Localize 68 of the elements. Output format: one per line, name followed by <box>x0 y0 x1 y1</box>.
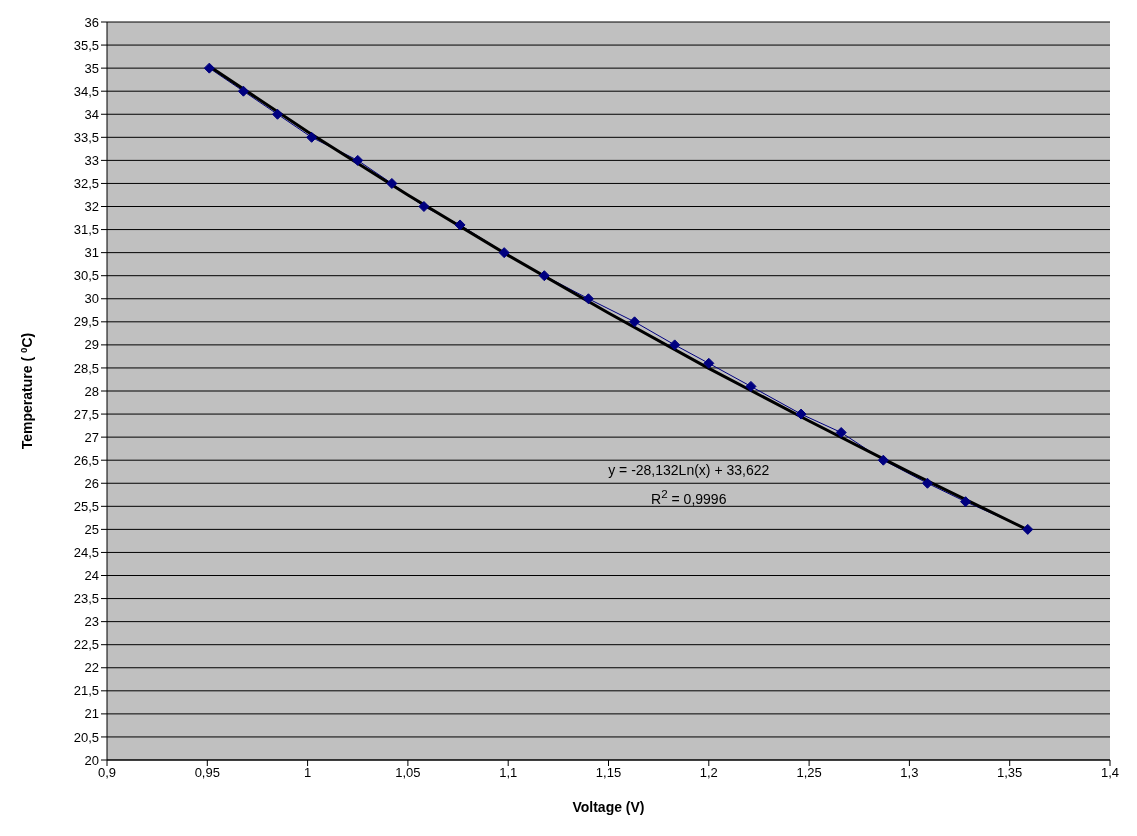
x-tick-label: 1 <box>303 765 312 781</box>
y-tick-label: 21 <box>84 706 99 722</box>
point <box>835 427 847 439</box>
x-tick-label: 1,15 <box>595 765 622 781</box>
y-tick-label: 28 <box>84 383 99 399</box>
y-tick-label: 24,5 <box>73 545 99 561</box>
point <box>877 454 889 466</box>
y-tick-label: 24 <box>84 568 99 584</box>
point <box>703 357 715 369</box>
y-tick-label: 23 <box>84 614 99 630</box>
point <box>582 293 594 305</box>
y-tick-label: 35,5 <box>73 37 99 53</box>
x-tick-label: 0,95 <box>194 765 220 781</box>
y-tick-label: 27 <box>84 429 99 445</box>
point <box>454 219 466 231</box>
y-tick-label: 34 <box>84 106 99 122</box>
y-tick-label: 22 <box>84 660 99 676</box>
y-tick-label: 33 <box>84 152 99 168</box>
y-tick-label: 23,5 <box>73 591 99 607</box>
point <box>498 247 510 259</box>
y-tick-label: 25 <box>84 521 99 537</box>
x-tick-label: 1,3 <box>900 765 919 781</box>
point <box>306 131 318 143</box>
y-tick-label: 26,5 <box>73 452 99 468</box>
x-axis-title: Voltage (V) <box>572 799 645 815</box>
y-tick-label: 20 <box>84 752 99 768</box>
x-tick-label: 1,35 <box>997 765 1023 781</box>
point <box>1022 523 1034 535</box>
point <box>237 85 249 97</box>
y-tick-label: 27,5 <box>73 406 99 422</box>
y-tick-label: 29,5 <box>73 314 99 330</box>
x-tick-label: 1,2 <box>699 765 718 781</box>
point <box>960 496 972 508</box>
point <box>538 270 550 282</box>
x-tick-label: 0,9 <box>97 765 117 781</box>
y-tick-label: 34,5 <box>73 83 99 99</box>
x-tick-label: 1,25 <box>796 765 822 781</box>
point <box>629 316 641 328</box>
point <box>669 339 681 351</box>
y-tick-label: 33,5 <box>73 129 99 145</box>
point <box>795 408 807 420</box>
x-tick-label: 1,4 <box>1100 765 1120 781</box>
y-tick-label: 21,5 <box>73 683 99 699</box>
point <box>352 154 364 166</box>
point <box>203 62 215 74</box>
annotation: R$^{2}$ = 0,9996 <box>650 487 728 508</box>
point <box>386 177 398 189</box>
point <box>272 108 284 120</box>
y-tick-label: 22,5 <box>73 637 99 653</box>
y-tick-label: 31 <box>84 245 99 261</box>
point <box>418 201 430 212</box>
y-tick-label: 29 <box>84 337 99 353</box>
y-tick-label: 36 <box>84 14 99 30</box>
x-tick-label: 1,1 <box>499 765 518 781</box>
y-tick-label: 35 <box>84 60 99 76</box>
y-tick-label: 30 <box>84 291 99 307</box>
point <box>745 380 757 392</box>
x-tick-label: 1,05 <box>395 765 421 781</box>
y-tick-label: 31,5 <box>73 222 99 238</box>
point <box>921 477 933 489</box>
y-tick-label: 28,5 <box>73 360 99 376</box>
annotation: y = -28,132Ln(x) + 33,622 <box>607 462 771 479</box>
y-tick-label: 32,5 <box>73 176 99 192</box>
y-tick-label: 32 <box>84 199 99 215</box>
y-tick-label: 30,5 <box>73 268 99 284</box>
y-tick-label: 25,5 <box>73 498 99 514</box>
y-tick-label: 26 <box>84 475 99 491</box>
y-tick-label: 20,5 <box>73 729 99 745</box>
